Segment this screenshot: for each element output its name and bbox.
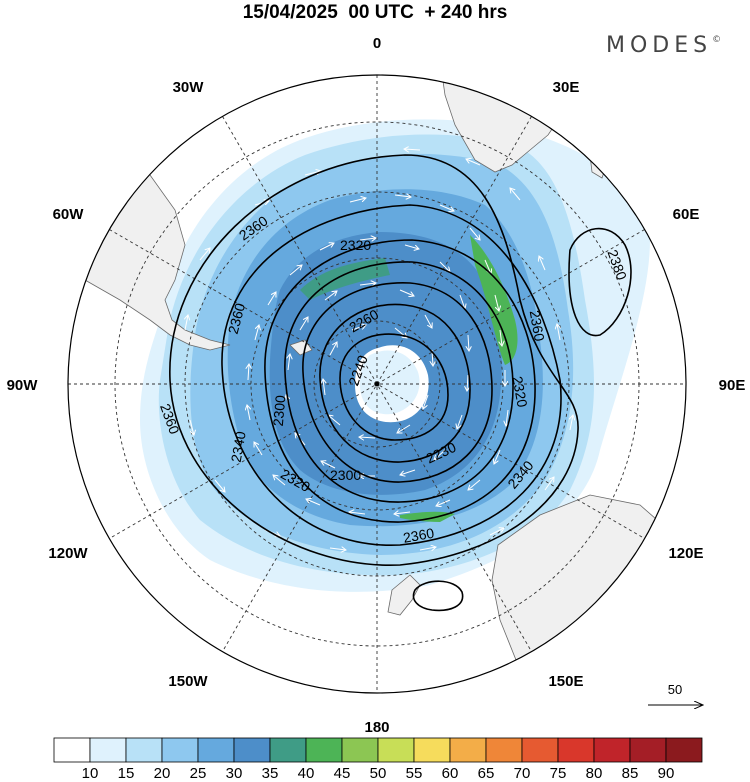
colorbar-swatch: [629, 737, 667, 763]
lon-label-90w: 90W: [7, 377, 39, 394]
colorbar-swatch: [485, 737, 523, 763]
contour-label: 2300: [270, 394, 289, 427]
contour-2240: [339, 333, 449, 441]
contour-2320: [264, 239, 536, 523]
contour-label: 2360: [225, 301, 249, 335]
colorbar-tick-label: 40: [298, 765, 315, 782]
brand-logo: MODES©: [606, 33, 721, 58]
vector-reference: 50: [648, 682, 703, 705]
colorbar-swatch: [449, 737, 487, 763]
colorbar-swatch: [53, 737, 91, 763]
lon-label-120e: 120E: [668, 545, 703, 562]
colorbar-swatch: [125, 737, 163, 763]
colorbar-tick-label: 50: [370, 765, 387, 782]
lon-label-30e: 30E: [553, 79, 580, 96]
colorbar-tick-label: 80: [586, 765, 603, 782]
colorbar-tick-label: 65: [478, 765, 495, 782]
colorbar-tick-label: 90: [658, 765, 675, 782]
colorbar-tick-label: 15: [118, 765, 135, 782]
colorbar-swatch: [161, 737, 199, 763]
colorbar-tick-label: 55: [406, 765, 423, 782]
map-boundary: [67, 74, 687, 694]
shade-level-45: [470, 235, 518, 365]
lon-label-30w: 30W: [173, 79, 205, 96]
contour-2280: [302, 282, 493, 483]
vector-reference-label: 50: [668, 682, 682, 697]
map-disc: 2360 2320 2260 2240 2300 2340 2360 2230 …: [68, 75, 686, 693]
colorbar-tick-label: 20: [154, 765, 171, 782]
contour-2300: [284, 261, 514, 503]
contour-label: 2340: [228, 430, 249, 464]
colorbar-swatch: [665, 737, 703, 763]
colorbar-swatch: [305, 737, 343, 763]
contour-label: 2300: [330, 467, 361, 483]
contour-label: 2320: [340, 237, 371, 253]
colorbar-swatch: [377, 737, 415, 763]
lon-label-120w: 120W: [48, 545, 88, 562]
lon-label-150e: 150E: [548, 673, 583, 690]
lon-label-180: 180: [364, 719, 389, 736]
colorbar-tick-label: 35: [262, 765, 279, 782]
contour-south-closed: [412, 580, 464, 612]
brand-name: MODES: [606, 33, 713, 58]
contour-2380: [568, 227, 632, 337]
contour-2340: [221, 204, 562, 546]
shade-level-45b: [400, 511, 455, 522]
lon-label-0: 0: [373, 35, 381, 52]
lon-label-90e: 90E: [719, 377, 746, 394]
colorbar-swatch: [269, 737, 307, 763]
copyright-mark: ©: [712, 35, 722, 45]
height-contours: [169, 154, 632, 612]
colorbar-swatch: [89, 737, 127, 763]
calm-core-shade: [360, 350, 420, 415]
colorbar-tick-label: 70: [514, 765, 531, 782]
colorbar-tick-label: 75: [550, 765, 567, 782]
south-pole-marker: [374, 381, 380, 387]
contour-2260: [319, 303, 471, 463]
lon-label-60e: 60E: [673, 206, 700, 223]
contour-label: 2320: [509, 375, 530, 409]
wind-speed-shading: [140, 119, 650, 592]
map-title: 15/04/2025 00 UTC + 240 hrs: [242, 2, 508, 23]
colorbar-swatch: [413, 737, 451, 763]
colorbar-tick-label: 45: [334, 765, 351, 782]
colorbar-tick-label: 85: [622, 765, 639, 782]
contour-label: 2360: [402, 525, 436, 546]
lon-label-150w: 150W: [168, 673, 208, 690]
longitude-labels: 0 30E 60E 90E 120E 150E 180 150W 120W 90…: [7, 35, 746, 736]
colorbar-swatch: [593, 737, 631, 763]
contour-2360: [169, 154, 579, 566]
colorbar-tick-label: 30: [226, 765, 243, 782]
colorbar-tick-label: 10: [82, 765, 99, 782]
land-new-zealand: [387, 574, 421, 616]
contour-label: 2360: [527, 309, 548, 343]
colorbar-swatch: [557, 737, 595, 763]
colorbar-tick-label: 60: [442, 765, 459, 782]
colorbar-swatch: [197, 737, 235, 763]
colorbar-swatch: [233, 737, 271, 763]
lon-label-60w: 60W: [53, 206, 85, 223]
colorbar: 10 15 20 25 30 35 40 45 50 55 60 65 70 75 80 85 90: [53, 737, 703, 782]
colorbar-swatch: [341, 737, 379, 763]
colorbar-tick-label: 25: [190, 765, 207, 782]
colorbar-swatch: [521, 737, 559, 763]
